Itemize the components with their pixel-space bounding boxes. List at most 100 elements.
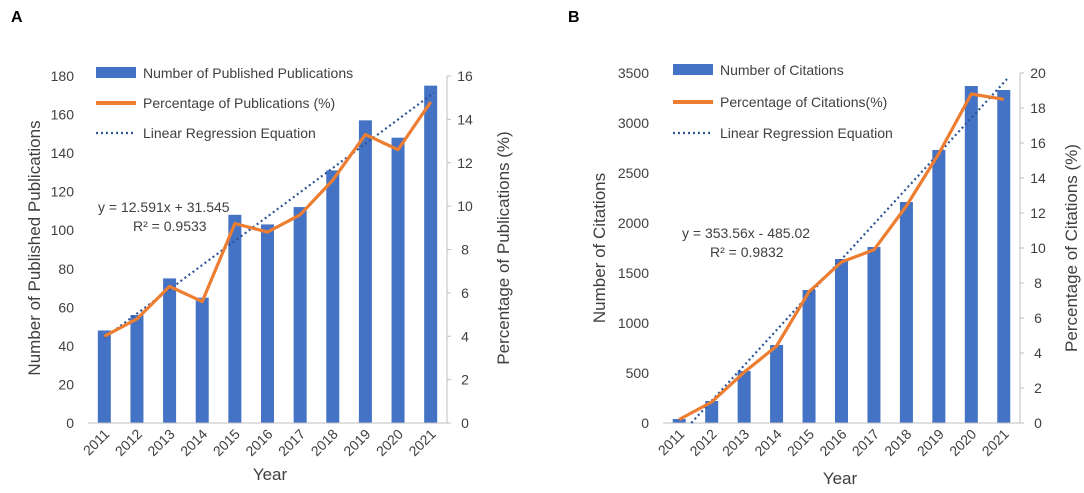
y2-tick-label: 10 — [1030, 240, 1046, 256]
y2-tick-label: 8 — [1034, 275, 1042, 291]
panel-a-equation: y = 12.591x + 31.545 — [98, 199, 230, 215]
bar — [899, 202, 913, 423]
panel-a-y2-ticks: 0 2 4 6 8 10 12 14 16 — [457, 68, 473, 431]
x-tick-label: 2020 — [373, 426, 406, 459]
x-tick-label: 2021 — [405, 426, 438, 459]
legend-bar-label: Number of Citations — [720, 62, 844, 78]
y-tick-label: 80 — [58, 261, 74, 277]
panel-a-y-axis-title: Number of Published Publications — [25, 120, 44, 375]
y2-tick-label: 16 — [1030, 135, 1046, 151]
y2-tick-label: 12 — [1030, 205, 1046, 221]
y-tick-label: 0 — [641, 415, 649, 431]
bar — [964, 86, 978, 423]
x-tick-label: 2017 — [849, 426, 882, 459]
y-tick-label: 2500 — [618, 165, 649, 181]
y2-tick-label: 0 — [461, 415, 469, 431]
x-tick-label: 2016 — [816, 426, 849, 459]
y2-tick-label: 12 — [457, 155, 473, 171]
y-tick-label: 1500 — [618, 265, 649, 281]
y2-tick-label: 2 — [461, 372, 469, 388]
x-tick-label: 2013 — [144, 426, 177, 459]
y-tick-label: 100 — [51, 222, 75, 238]
panel-a-trendline — [103, 91, 435, 339]
y2-tick-label: 14 — [457, 111, 473, 127]
legend-bar-swatch — [96, 67, 136, 78]
x-tick-label: 2015 — [784, 426, 817, 459]
bar — [293, 207, 307, 423]
panel-b-x-ticks: 2011 2012 2013 2014 2015 2016 2017 2018 2019 2020… — [655, 426, 1012, 459]
legend-bar-label: Number of Published Publications — [143, 65, 353, 81]
panel-b-y2-ticks: 0 2 4 6 8 10 12 14 16 18 20 — [1030, 65, 1046, 431]
bar — [737, 371, 751, 423]
panel-a-percentage-line — [103, 101, 433, 338]
y-tick-label: 500 — [626, 365, 650, 381]
bar — [997, 90, 1011, 423]
panel-b-bars — [672, 86, 1011, 423]
panel-a-label: A — [11, 9, 23, 26]
bar — [97, 330, 111, 423]
y2-tick-label: 14 — [1030, 170, 1046, 186]
y2-tick-label: 10 — [457, 198, 473, 214]
panel-a-axes — [88, 75, 451, 424]
x-tick-label: 2011 — [80, 426, 113, 459]
bar — [770, 345, 784, 423]
x-tick-label: 2019 — [914, 426, 947, 459]
y-tick-label: 140 — [51, 145, 75, 161]
legend-line-label: Percentage of Citations(%) — [720, 94, 887, 110]
bar — [358, 120, 372, 423]
legend-trend-label: Linear Regression Equation — [720, 125, 893, 141]
x-tick-label: 2017 — [275, 426, 308, 459]
panel-a-y-ticks: 0 20 40 60 80 100 120 140 160 180 — [51, 68, 75, 431]
bar — [867, 247, 881, 423]
panel-b-y-axis-title: Number of Citations — [590, 173, 609, 323]
x-tick-label: 2012 — [686, 426, 719, 459]
bar — [391, 137, 405, 423]
panel-b-legend: Number of Citations Percentage of Citati… — [673, 62, 893, 141]
bar — [835, 259, 848, 423]
panel-b-percentage-line — [678, 92, 1005, 421]
x-tick-label: 2015 — [210, 426, 243, 459]
panel-b-axes — [663, 72, 1024, 424]
x-tick-label: 2011 — [655, 426, 688, 459]
x-tick-label: 2021 — [979, 426, 1012, 459]
bar — [195, 297, 209, 423]
y2-tick-label: 6 — [461, 285, 469, 301]
legend-bar-swatch — [673, 64, 713, 75]
y-tick-label: 2000 — [618, 215, 649, 231]
x-tick-label: 2019 — [340, 426, 373, 459]
bar — [130, 315, 144, 423]
y-tick-label: 160 — [51, 107, 75, 123]
trendline — [103, 91, 435, 339]
y2-tick-label: 0 — [1034, 415, 1042, 431]
panel-a-bars — [97, 85, 438, 423]
panel-b: B 0 500 1000 1500 2000 2500 3000 3500 0 2 4 6 8 10 12… — [568, 9, 1081, 488]
x-tick-label: 2013 — [719, 426, 752, 459]
panel-a: A 0 20 40 60 80 100 120 140 160 180 0 2 4 6 8 10 12 14 16… — [11, 9, 513, 484]
bar — [163, 278, 177, 423]
bar — [228, 214, 242, 423]
y-tick-label: 120 — [51, 184, 75, 200]
y-tick-label: 0 — [66, 415, 74, 431]
y-tick-label: 60 — [58, 299, 74, 315]
panel-a-x-ticks: 2011 2012 2013 2014 2015 2016 2017 2018 2019 2020… — [80, 426, 439, 459]
bar — [261, 224, 274, 423]
panel-a-legend: Number of Published Publications Percent… — [96, 65, 353, 141]
panel-b-x-axis-title: Year — [823, 469, 858, 488]
bar — [424, 85, 438, 423]
x-tick-label: 2012 — [112, 426, 145, 459]
y2-tick-label: 20 — [1030, 65, 1046, 81]
panel-a-x-axis-title: Year — [253, 465, 288, 484]
x-tick-label: 2016 — [242, 426, 275, 459]
percentage-line — [678, 92, 1005, 421]
y2-tick-label: 6 — [1034, 310, 1042, 326]
percentage-line — [103, 101, 433, 338]
y2-tick-label: 4 — [461, 328, 469, 344]
y-tick-label: 1000 — [618, 315, 649, 331]
bar — [932, 150, 946, 423]
y-tick-label: 40 — [58, 338, 74, 354]
y-tick-label: 180 — [51, 68, 75, 84]
panel-b-y2-axis-title: Percentage of Citations (%) — [1062, 144, 1081, 352]
panel-a-y2-axis-title: Percentage of Publications (%) — [494, 131, 513, 364]
legend-trend-label: Linear Regression Equation — [143, 125, 316, 141]
